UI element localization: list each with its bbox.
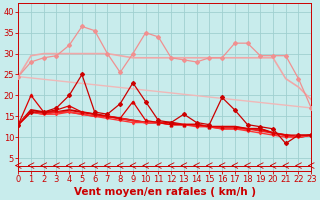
X-axis label: Vent moyen/en rafales ( km/h ): Vent moyen/en rafales ( km/h ) <box>74 187 256 197</box>
